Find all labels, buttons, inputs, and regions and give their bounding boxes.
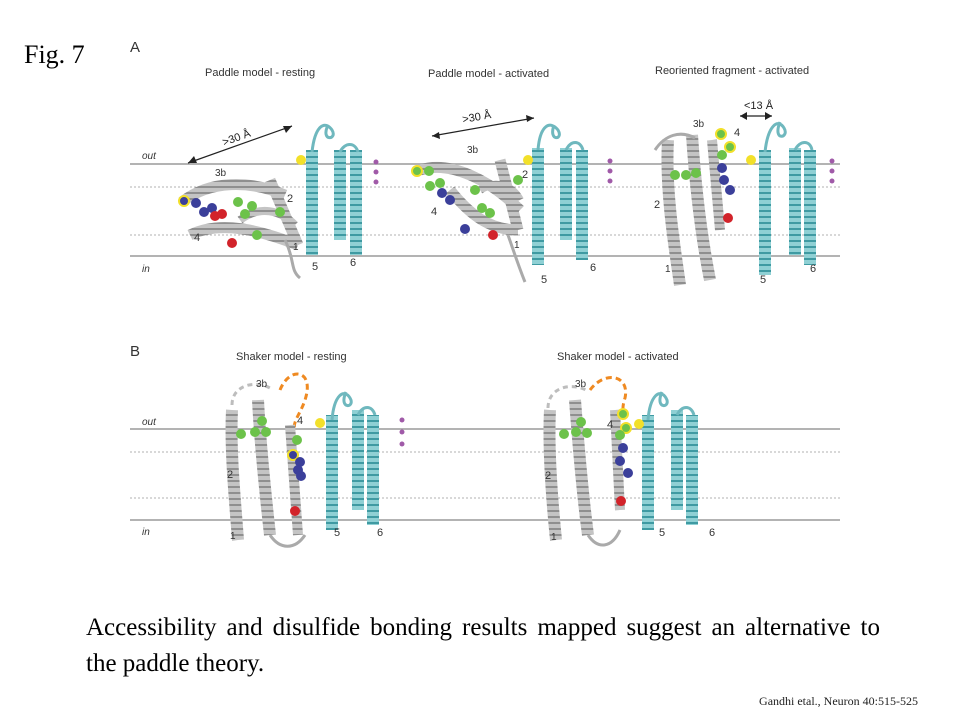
gray-helices: [653, 132, 725, 286]
label-5: 5: [334, 527, 340, 539]
label-3b: 3b: [575, 379, 587, 390]
panel-a-in-label: in: [142, 264, 150, 275]
label-4: 4: [431, 206, 437, 218]
residues: [670, 128, 756, 223]
model-paddle-resting: >30 Å: [178, 123, 379, 280]
cyan-helices: [326, 391, 379, 530]
label-2: 2: [227, 469, 233, 481]
label-6: 6: [590, 262, 596, 274]
residues: [236, 416, 325, 516]
label-4: 4: [297, 415, 303, 427]
panel-a-title-resting: Paddle model - resting: [205, 67, 315, 79]
label-2: 2: [287, 193, 293, 205]
purple-markers: [607, 158, 613, 184]
label-1: 1: [551, 532, 557, 543]
panel-a-title-activated: Paddle model - activated: [428, 68, 549, 80]
panel-b-title-resting: Shaker model - resting: [236, 351, 347, 363]
residues: [178, 155, 306, 248]
loop-orange: [278, 372, 309, 431]
distance-arrow-2: [431, 117, 535, 137]
figure-panels: A Paddle model - resting Paddle model - …: [120, 30, 860, 570]
gray-helices: [178, 177, 304, 280]
panel-a: A Paddle model - resting Paddle model - …: [130, 39, 840, 286]
label-3b: 3b: [215, 168, 227, 179]
loop-orange: [588, 376, 632, 431]
label-3b: 3b: [256, 379, 268, 390]
panel-b-title-activated: Shaker model - activated: [557, 351, 679, 363]
gray-helices: [225, 399, 307, 548]
cyan-helices: [642, 391, 698, 530]
panel-b-membrane-lines: [130, 428, 840, 521]
model-shaker-activated: 3b 4 2 1 5 6: [543, 376, 715, 547]
label-5: 5: [312, 261, 318, 273]
residues: [559, 408, 644, 506]
distance-arrow-1: [187, 125, 293, 164]
purple-markers: [829, 158, 835, 184]
label-6: 6: [377, 527, 383, 539]
label-1: 1: [293, 242, 299, 253]
citation: Gandhi etal., Neuron 40:515-525: [759, 694, 918, 708]
model-reoriented-fragment: <13 Å: [653, 99, 835, 286]
residues: [411, 155, 533, 240]
label-1: 1: [665, 264, 671, 275]
label-6: 6: [350, 257, 356, 269]
purple-markers: [399, 417, 405, 447]
label-3b: 3b: [693, 119, 705, 130]
label-2: 2: [545, 470, 551, 482]
distance-label-3: <13 Å: [744, 99, 774, 112]
panel-b-letter: B: [130, 343, 140, 360]
panel-a-out-label: out: [142, 151, 157, 162]
label-2: 2: [522, 169, 528, 181]
cyan-helices: [759, 121, 816, 275]
label-4: 4: [194, 232, 200, 244]
figure-number: Fig. 7: [24, 40, 85, 69]
caption-text: Accessibility and disulfide bonding resu…: [86, 614, 880, 677]
panel-b-out-label: out: [142, 417, 157, 428]
label-6: 6: [810, 263, 816, 275]
cyan-helices: [306, 123, 362, 255]
label-1: 1: [230, 531, 236, 542]
cyan-helices: [532, 123, 588, 265]
model-shaker-resting: 3b 4 2 1 5 6: [225, 372, 405, 548]
label-6: 6: [709, 527, 715, 539]
label-2: 2: [654, 199, 660, 211]
panel-b: B Shaker model - resting Shaker model - …: [130, 343, 840, 548]
purple-markers: [373, 159, 379, 185]
model-paddle-activated: >30 Å: [411, 108, 613, 286]
label-1: 1: [514, 240, 520, 251]
panel-a-title-reoriented: Reoriented fragment - activated: [655, 65, 809, 77]
panel-a-letter: A: [130, 39, 140, 56]
label-5: 5: [541, 274, 547, 286]
label-3b: 3b: [467, 145, 479, 156]
panel-b-in-label: in: [142, 527, 150, 538]
label-5: 5: [760, 274, 766, 286]
label-5: 5: [659, 527, 665, 539]
gray-helices: [418, 158, 527, 283]
label-4: 4: [607, 419, 613, 431]
figure-svg: A Paddle model - resting Paddle model - …: [130, 39, 840, 548]
label-4: 4: [734, 127, 740, 139]
distance-label-2: >30 Å: [461, 108, 493, 126]
